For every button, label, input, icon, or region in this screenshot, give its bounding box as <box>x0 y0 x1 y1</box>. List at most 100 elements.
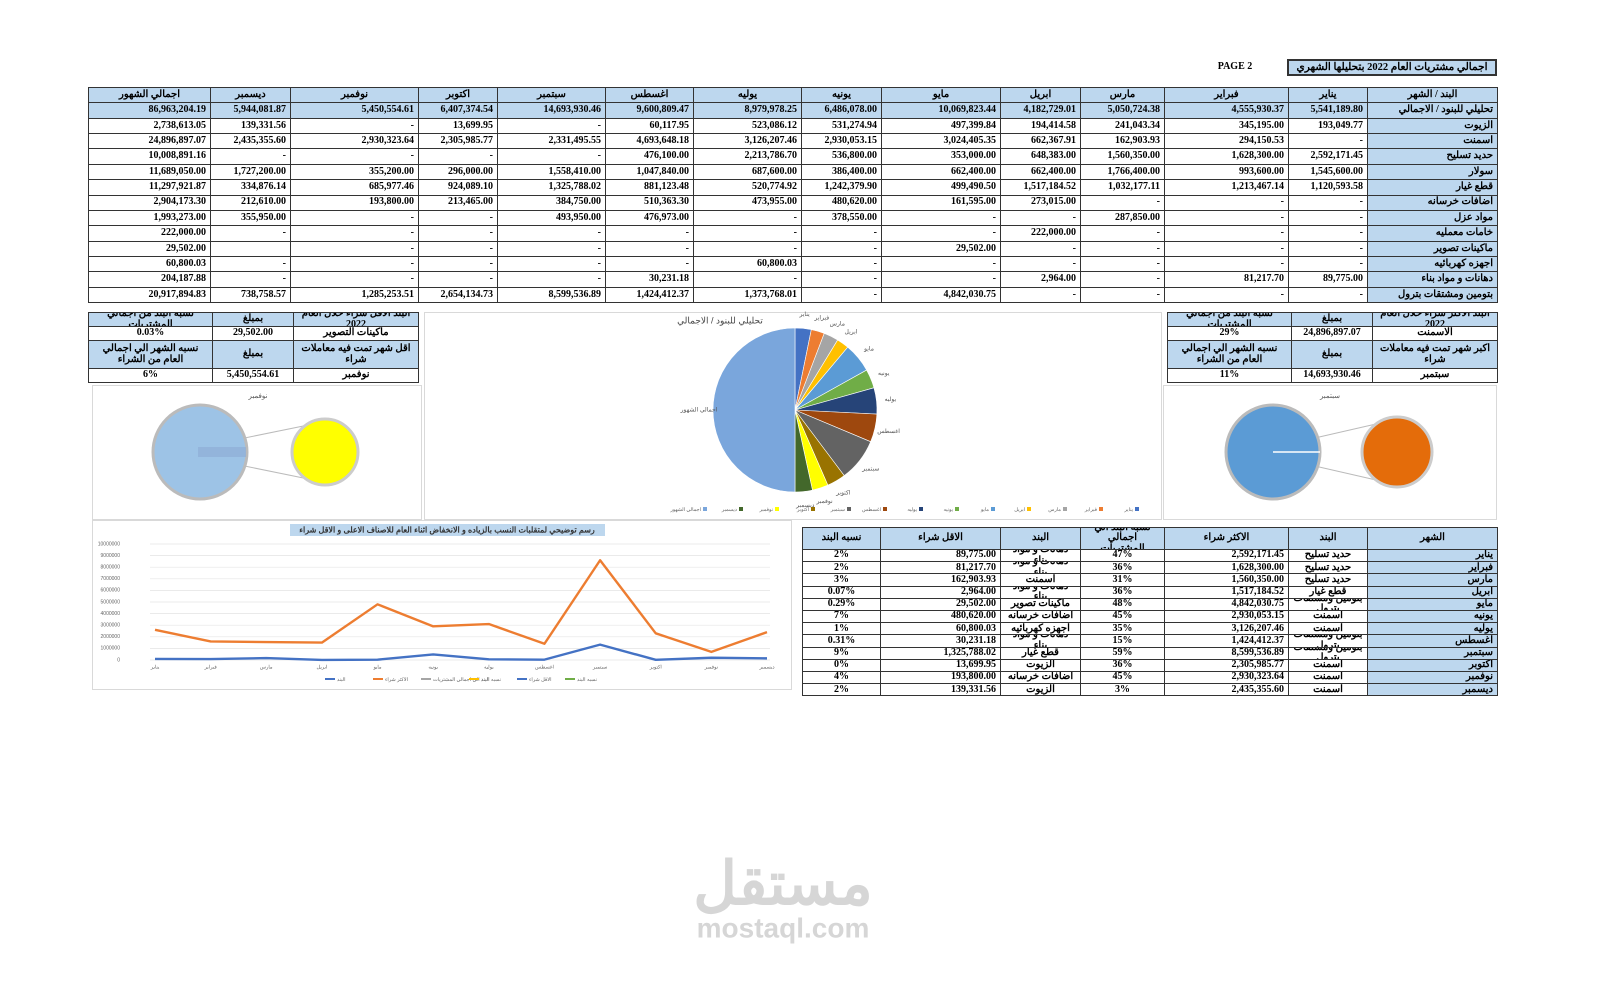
main-table-cell: - <box>497 271 606 288</box>
main-table-cell: 662,367.91 <box>1000 133 1081 150</box>
main-table-cell: 222,000.00 <box>1000 225 1081 242</box>
bottom-table-cell: 139,331.56 <box>880 683 1001 697</box>
main-table-cell: 86,963,204.19 <box>88 102 211 119</box>
main-table-cell: - <box>1080 255 1165 273</box>
main-table-cell: 1,032,177.11 <box>1080 179 1165 196</box>
pie-label: يوليه <box>885 396 897 403</box>
main-table-cell: اجهزه كهربائيه <box>1367 255 1498 273</box>
main-table-cell: - <box>1288 225 1368 242</box>
main-table-cell: - <box>1000 240 1081 257</box>
main-table-cell: - <box>1000 209 1081 227</box>
bottom-table-cell: مارس <box>1367 573 1498 587</box>
main-table-cell: 222,000.00 <box>88 225 211 242</box>
pie-label: مارس <box>830 320 845 327</box>
legend-label: مايو <box>980 507 989 513</box>
pie-secondary <box>1360 415 1434 489</box>
main-table-cell: 2,213,786.70 <box>693 148 802 165</box>
bottom-table-cell: 0% <box>802 658 881 672</box>
bottom-table-cell: 1,628,300.00 <box>1164 561 1289 575</box>
left-pie-panel <box>92 385 422 520</box>
main-table-cell: 924,089.10 <box>418 179 498 196</box>
main-table-cell: خامات معمليه <box>1367 225 1498 242</box>
main-table-cell: 386,400.00 <box>801 163 882 181</box>
bottom-table-cell: اسمنت <box>1288 683 1368 697</box>
main-table-cell: 687,600.00 <box>693 163 802 181</box>
bottom-table-cell: فبراير <box>1367 561 1498 575</box>
y-tick-label: 7000000 <box>101 576 121 582</box>
y-tick-label: 0 <box>117 657 120 663</box>
main-table-cell: 1,628,300.00 <box>1164 148 1289 165</box>
legend-label: اكتوبر <box>796 507 809 513</box>
lowest-table-cell: بمبلغ <box>212 312 294 327</box>
watermark: mostaql.com <box>697 912 870 943</box>
pie-label: ديسمبر <box>795 503 815 509</box>
main-table-cell: 1,373,768.01 <box>693 286 802 304</box>
main-table-cell: - <box>1000 286 1081 304</box>
legend-label: نسبه البند <box>577 677 597 683</box>
bottom-table-cell: 0.29% <box>802 597 881 611</box>
highest-table-cell: البند الاكثر شراء خلال العام 2022 <box>1372 312 1498 327</box>
lowest-table-cell: البند الأقل شراء خلال العام 2022 <box>293 312 419 327</box>
main-table-cell: 60,800.03 <box>88 255 211 273</box>
highest-table-cell: 29% <box>1167 326 1292 341</box>
main-table-cell: 273,015.00 <box>1000 194 1081 211</box>
line-chart-title: رسم توضيحي لمتقلبات النسب بالزياده و الا… <box>299 526 595 536</box>
main-table-cell <box>210 240 291 257</box>
main-table-cell: - <box>1164 209 1289 227</box>
bottom-table-cell: 162,903.93 <box>880 573 1001 587</box>
main-table-cell: يونيه <box>801 87 882 104</box>
pie-label: ابريل <box>845 329 858 336</box>
bottom-table-cell: 2,435,355.60 <box>1164 683 1289 697</box>
lowest-table-cell: 29,502.00 <box>212 326 294 341</box>
lowest-table-cell: نسبه البند من اجمالي المشتريات <box>88 312 213 327</box>
small-pie-title: سبتمبر <box>1319 393 1340 400</box>
pie-label: سبتمبر <box>861 467 879 473</box>
x-tick-label: ابريل <box>317 664 328 670</box>
legend-swatch <box>1099 507 1103 511</box>
bottom-table-cell: 31% <box>1080 573 1165 587</box>
bottom-table-cell: بتومين ومشتقات بترول <box>1288 634 1368 648</box>
bottom-table-cell: نسبه البند <box>802 527 881 550</box>
lowest-table-cell: ماكينات التصوير <box>293 326 419 341</box>
main-table-cell: البند / الشهر <box>1367 87 1498 104</box>
bottom-table-cell: اسمنت <box>1288 622 1368 636</box>
main-table-cell: اكتوبر <box>418 87 498 104</box>
main-table-cell: ماكينات تصوير <box>1367 240 1498 257</box>
main-table-cell: يوليه <box>693 87 802 104</box>
bottom-table-cell: قطع غيار <box>1000 646 1081 660</box>
main-table-cell: 685,977.46 <box>290 179 419 196</box>
main-table-cell: 1,285,253.51 <box>290 286 419 304</box>
main-table-cell: اضافات خرسانه <box>1367 194 1498 211</box>
main-table-cell: 473,955.00 <box>693 194 802 211</box>
main-table-cell: 2,964.00 <box>1000 271 1081 288</box>
legend-swatch <box>775 507 779 511</box>
main-table-cell: 294,150.53 <box>1164 133 1289 150</box>
line-chart-title-bg <box>290 524 605 536</box>
x-tick-label: اكتوبر <box>649 664 662 670</box>
bottom-table-cell: 0.31% <box>802 634 881 648</box>
bottom-table-cell: 3,126,207.46 <box>1164 622 1289 636</box>
main-table-cell: 1,545,600.00 <box>1288 163 1368 181</box>
bottom-table-cell: 15% <box>1080 634 1165 648</box>
y-tick-label: 9000000 <box>101 553 121 559</box>
pie-label: اكتوبر <box>835 490 851 497</box>
main-table-cell: ابريل <box>1000 87 1081 104</box>
main-table-cell: 523,086.12 <box>693 117 802 135</box>
main-table-cell: - <box>1080 225 1165 242</box>
bottom-table-cell: 2% <box>802 561 881 575</box>
main-table-cell: 738,758.57 <box>210 286 291 304</box>
small-pie-title: نوفمبر <box>248 393 268 400</box>
pie-label: نوفمبر <box>815 499 833 505</box>
main-table-cell: 10,008,891.16 <box>88 148 211 165</box>
main-table-cell: - <box>801 240 882 257</box>
main-table-cell: 1,325,788.02 <box>497 179 606 196</box>
bottom-table-cell: 4,842,030.75 <box>1164 597 1289 611</box>
y-tick-label: 10000000 <box>98 541 120 547</box>
bottom-table-cell: الاكثر شراء <box>1164 527 1289 550</box>
legend-label: نوفمبر <box>758 507 773 513</box>
x-tick-label: سبتمبر <box>592 664 607 670</box>
bottom-table-cell: اغسطس <box>1367 634 1498 648</box>
main-table-cell: 1,213,467.14 <box>1164 179 1289 196</box>
main-table-cell: 10,069,823.44 <box>881 102 1001 119</box>
